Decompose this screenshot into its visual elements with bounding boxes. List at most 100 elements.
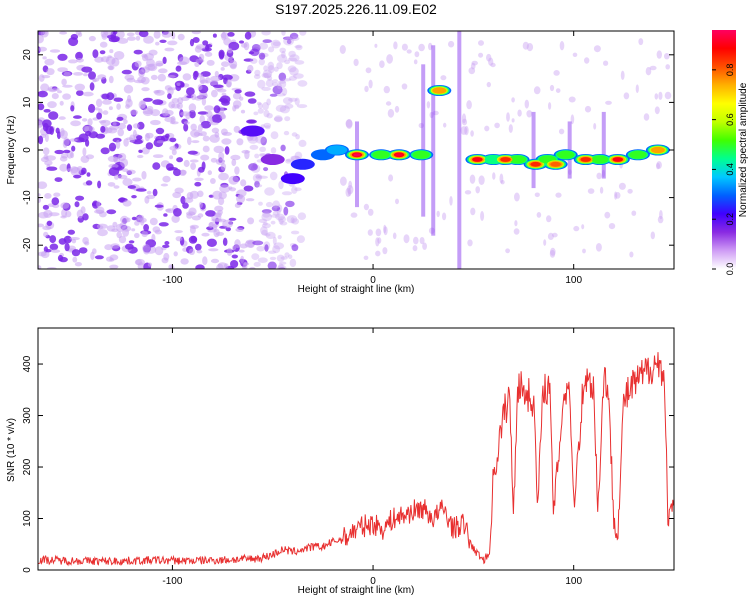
- noise-blob: [220, 67, 225, 71]
- y-tick-label: 20: [22, 49, 33, 61]
- noise-blob: [194, 177, 204, 181]
- noise-blob: [436, 210, 440, 218]
- noise-blob: [194, 181, 202, 187]
- spectrogram-noise: [38, 31, 672, 269]
- noise-blob: [207, 170, 212, 176]
- noise-blob: [267, 75, 273, 81]
- noise-blob: [68, 37, 79, 47]
- noise-blob: [114, 174, 119, 180]
- noise-blob: [224, 146, 230, 155]
- noise-blob: [297, 104, 308, 109]
- noise-blob: [272, 79, 279, 83]
- signal-point: [326, 145, 348, 155]
- noise-blob: [146, 190, 152, 195]
- noise-blob: [116, 103, 121, 110]
- noise-blob: [123, 84, 134, 94]
- noise-blob: [593, 45, 601, 53]
- noise-blob: [206, 44, 213, 48]
- noise-blob: [38, 90, 48, 98]
- noise-blob: [255, 175, 261, 179]
- noise-blob: [135, 188, 147, 192]
- x-tick-label: 100: [565, 576, 582, 587]
- signal-point: [550, 161, 561, 167]
- noise-blob: [272, 236, 277, 245]
- noise-blob: [137, 154, 144, 159]
- noise-blob: [244, 31, 252, 40]
- noise-blob: [289, 258, 297, 268]
- noise-blob: [108, 142, 117, 152]
- noise-blob: [78, 133, 89, 143]
- noise-blob: [265, 231, 276, 239]
- noise-blob: [138, 149, 143, 153]
- noise-blob: [664, 53, 670, 60]
- noise-blob: [220, 114, 227, 120]
- noise-blob: [67, 229, 76, 235]
- noise-blob: [418, 43, 425, 52]
- noise-blob: [440, 75, 447, 81]
- spike-column: [421, 64, 426, 217]
- noise-blob: [654, 106, 660, 115]
- noise-blob: [243, 262, 250, 266]
- noise-blob: [94, 209, 105, 214]
- noise-blob: [249, 58, 258, 64]
- noise-blob: [42, 147, 50, 156]
- noise-blob: [113, 97, 124, 102]
- noise-blob: [297, 212, 307, 220]
- noise-blob: [186, 87, 195, 96]
- noise-blob: [51, 197, 60, 206]
- noise-blob: [573, 225, 580, 232]
- noise-blob: [422, 242, 427, 250]
- noise-blob: [262, 221, 268, 226]
- noise-blob: [257, 257, 268, 264]
- noise-blob: [650, 231, 655, 240]
- noise-blob: [40, 83, 50, 92]
- noise-blob: [550, 247, 556, 256]
- noise-blob: [113, 185, 120, 189]
- noise-blob: [74, 201, 80, 208]
- noise-blob: [81, 66, 93, 73]
- noise-blob: [162, 56, 167, 64]
- noise-blob: [49, 235, 57, 244]
- noise-blob: [131, 216, 137, 221]
- noise-blob: [174, 230, 183, 234]
- colorbar-tick-label: 0.4: [725, 163, 735, 176]
- noise-blob: [283, 36, 294, 46]
- noise-blob: [279, 47, 287, 53]
- noise-blob: [209, 121, 219, 126]
- noise-blob: [261, 229, 268, 236]
- noise-blob: [107, 182, 116, 187]
- noise-blob: [347, 188, 352, 197]
- noise-blob: [162, 175, 171, 183]
- noise-blob: [549, 84, 555, 92]
- noise-blob: [42, 204, 50, 210]
- noise-blob: [257, 102, 263, 109]
- noise-blob: [115, 139, 121, 149]
- noise-blob: [486, 53, 492, 62]
- noise-blob: [86, 172, 91, 177]
- noise-blob: [234, 203, 241, 208]
- y-tick-label: 200: [22, 458, 33, 475]
- noise-blob: [53, 192, 61, 197]
- noise-blob: [665, 64, 670, 70]
- noise-blob: [127, 94, 132, 103]
- noise-blob: [189, 225, 196, 234]
- noise-blob: [209, 79, 219, 86]
- noise-blob: [171, 31, 176, 40]
- noise-blob: [129, 134, 136, 143]
- noise-blob: [214, 70, 219, 77]
- noise-blob: [187, 150, 198, 155]
- noise-blob: [631, 210, 637, 216]
- noise-blob: [618, 182, 626, 190]
- noise-blob: [42, 56, 47, 60]
- noise-blob: [258, 218, 268, 223]
- noise-blob: [248, 163, 258, 171]
- noise-blob: [522, 41, 529, 50]
- noise-blob: [82, 118, 88, 122]
- noise-blob: [142, 107, 154, 117]
- noise-blob: [367, 229, 373, 236]
- noise-blob: [95, 133, 106, 139]
- noise-blob: [247, 98, 257, 104]
- noise-blob: [234, 166, 240, 175]
- snr-y-ticks: 0 100 200 300 400: [22, 355, 674, 573]
- noise-blob: [57, 90, 62, 94]
